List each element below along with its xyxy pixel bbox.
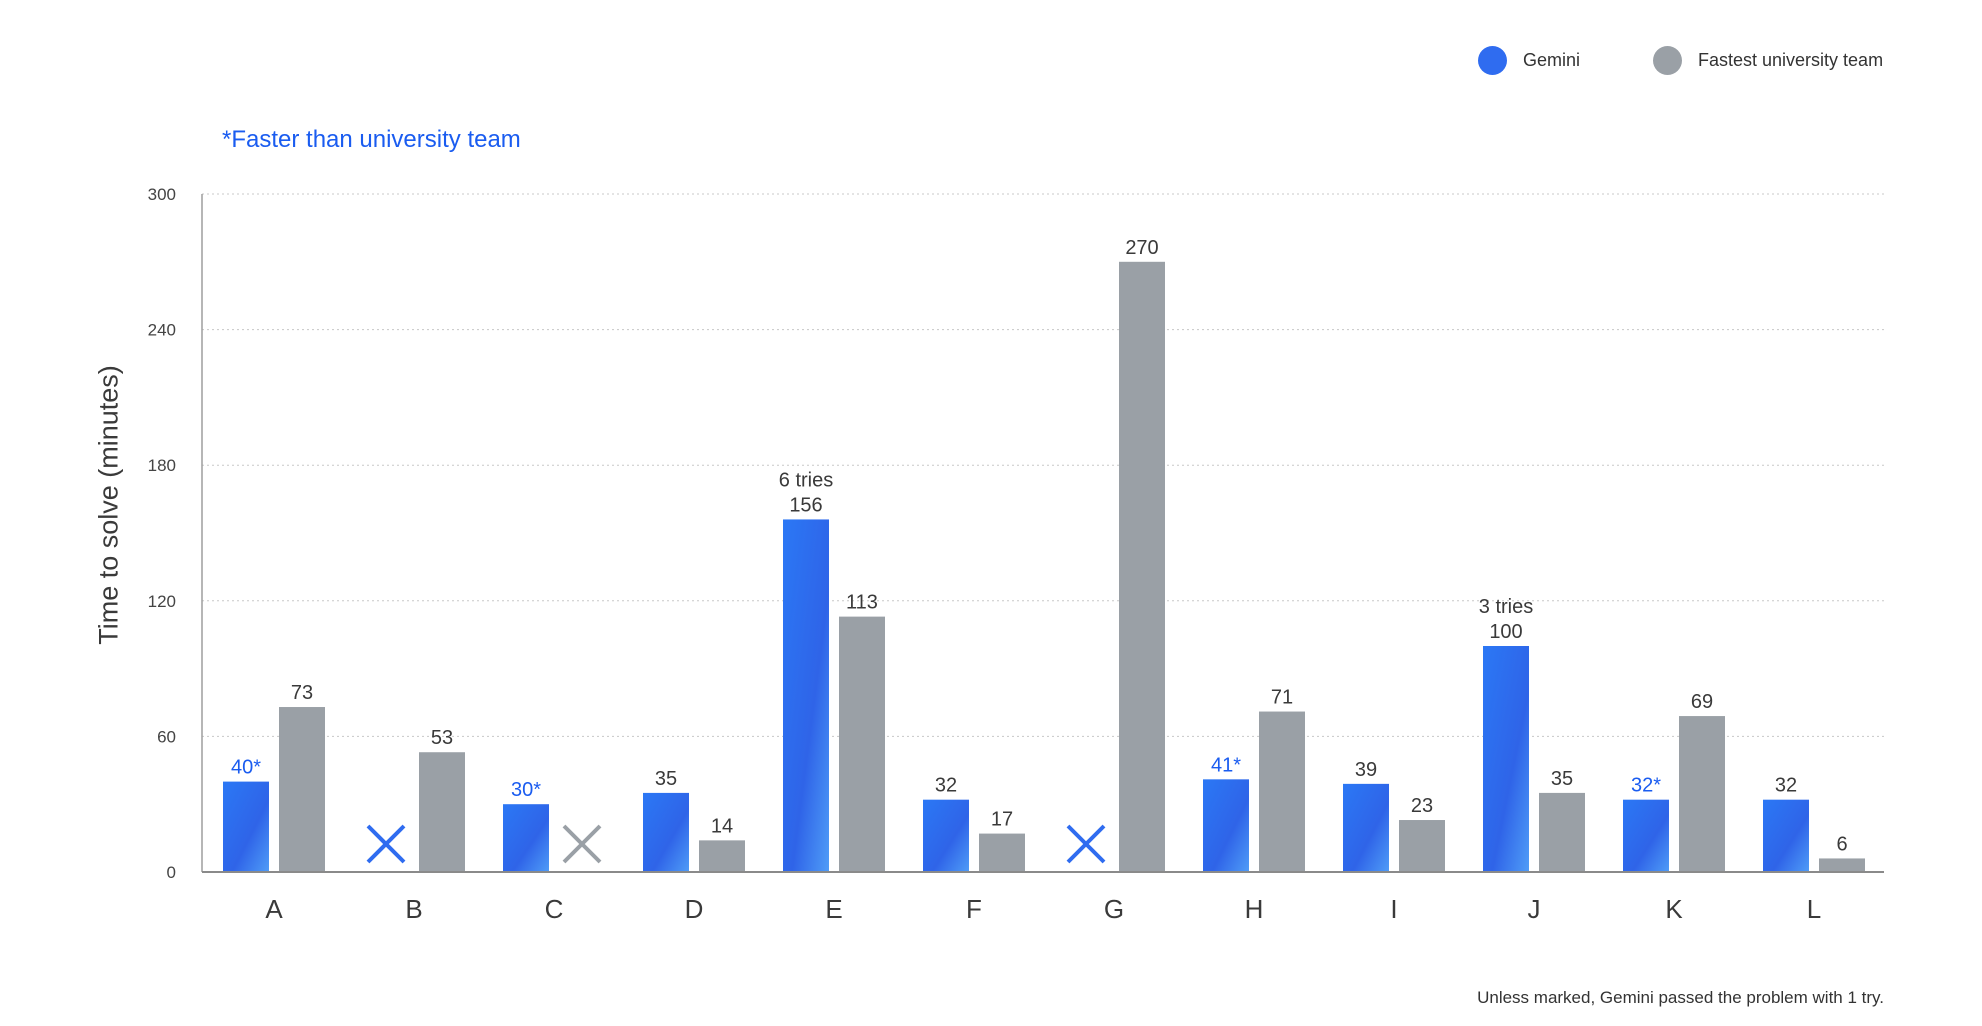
legend-university: Fastest university team xyxy=(1653,44,1883,76)
y-tick-label: 0 xyxy=(167,863,176,882)
gemini-value-label: 35 xyxy=(655,768,677,790)
university-bar xyxy=(1119,261,1165,872)
y-tick-label: 60 xyxy=(157,727,176,746)
x-tick-label: C xyxy=(545,894,564,924)
legend-university-label: Fastest university team xyxy=(1698,49,1884,70)
bar-labels: 40* 73 53 30* 35 14 156 6 tries 113 32 17 270 41* 71 3… xyxy=(231,237,1848,856)
gemini-value-label: 41* xyxy=(1211,754,1241,776)
gemini-value-label: 30* xyxy=(511,779,541,801)
university-unsolved-x-icon xyxy=(562,824,602,864)
university-bar xyxy=(279,707,325,872)
gemini-bar xyxy=(1483,646,1529,872)
y-tick-labels: 0 60 120 180 240 300 xyxy=(148,185,176,882)
university-value-label: 270 xyxy=(1125,237,1158,259)
university-bar xyxy=(1259,711,1305,872)
legend-gemini: Gemini xyxy=(1478,44,1580,76)
university-bar xyxy=(1679,716,1725,872)
gemini-unsolved-x-icon xyxy=(1066,824,1106,864)
university-bar xyxy=(419,752,465,872)
x-tick-label: I xyxy=(1390,894,1397,924)
university-value-label: 73 xyxy=(291,682,313,704)
x-tick-labels: A B C D E F G H I J K L xyxy=(265,894,1821,924)
university-bar xyxy=(699,840,745,872)
gemini-value-label: 156 xyxy=(789,494,822,516)
university-bar xyxy=(1539,792,1585,872)
university-value-label: 71 xyxy=(1271,687,1293,709)
gemini-bar xyxy=(1343,783,1389,872)
x-tick-label: B xyxy=(405,894,422,924)
y-tick-label: 120 xyxy=(148,592,176,611)
gemini-value-label: 32 xyxy=(935,775,957,797)
x-tick-label: F xyxy=(966,894,982,924)
y-tick-label: 240 xyxy=(148,321,176,340)
gemini-bar xyxy=(223,781,269,872)
x-tick-label: J xyxy=(1528,894,1541,924)
university-value-label: 17 xyxy=(991,809,1013,831)
x-tick-label: H xyxy=(1245,894,1264,924)
gemini-tries-label: 3 tries xyxy=(1479,596,1533,618)
gemini-unsolved-x-icon xyxy=(366,824,406,864)
gemini-tries-label: 6 tries xyxy=(779,469,833,491)
university-value-label: 113 xyxy=(846,592,878,614)
y-tick-label: 180 xyxy=(148,456,176,475)
university-bar xyxy=(839,616,885,872)
gemini-value-label: 32 xyxy=(1775,775,1797,797)
gemini-value-label: 100 xyxy=(1489,621,1522,643)
x-tick-label: A xyxy=(265,894,283,924)
university-value-label: 14 xyxy=(711,815,733,837)
grid-lines xyxy=(202,193,1884,737)
bars xyxy=(223,261,1865,872)
gemini-value-label: 40* xyxy=(231,757,261,779)
gemini-bar xyxy=(643,792,689,872)
gemini-bar xyxy=(1623,799,1669,872)
university-value-label: 23 xyxy=(1411,795,1433,817)
footnote: Unless marked, Gemini passed the problem… xyxy=(1477,988,1884,1007)
x-tick-label: K xyxy=(1665,894,1683,924)
legend-gemini-label: Gemini xyxy=(1523,49,1581,70)
gemini-bar xyxy=(1203,779,1249,872)
x-tick-label: L xyxy=(1807,894,1821,924)
university-value-label: 6 xyxy=(1836,833,1847,855)
gemini-value-label: 32* xyxy=(1631,775,1661,797)
university-bar xyxy=(979,833,1025,872)
gemini-bar xyxy=(783,519,829,872)
y-tick-label: 300 xyxy=(148,185,176,204)
gemini-value-label: 39 xyxy=(1355,759,1377,781)
legend-gemini-swatch xyxy=(1478,45,1507,75)
university-value-label: 35 xyxy=(1551,768,1573,790)
gemini-bar xyxy=(1763,799,1809,872)
legend-university-swatch xyxy=(1653,45,1682,75)
university-value-label: 53 xyxy=(431,727,453,749)
x-tick-label: D xyxy=(685,894,704,924)
faster-note: *Faster than university team xyxy=(222,126,521,153)
gemini-bar xyxy=(503,804,549,872)
gemini-bar xyxy=(923,799,969,872)
x-tick-label: G xyxy=(1104,894,1124,924)
university-bar xyxy=(1399,820,1445,872)
university-bar xyxy=(1819,858,1865,872)
x-tick-label: E xyxy=(825,894,842,924)
university-value-label: 69 xyxy=(1691,691,1713,713)
